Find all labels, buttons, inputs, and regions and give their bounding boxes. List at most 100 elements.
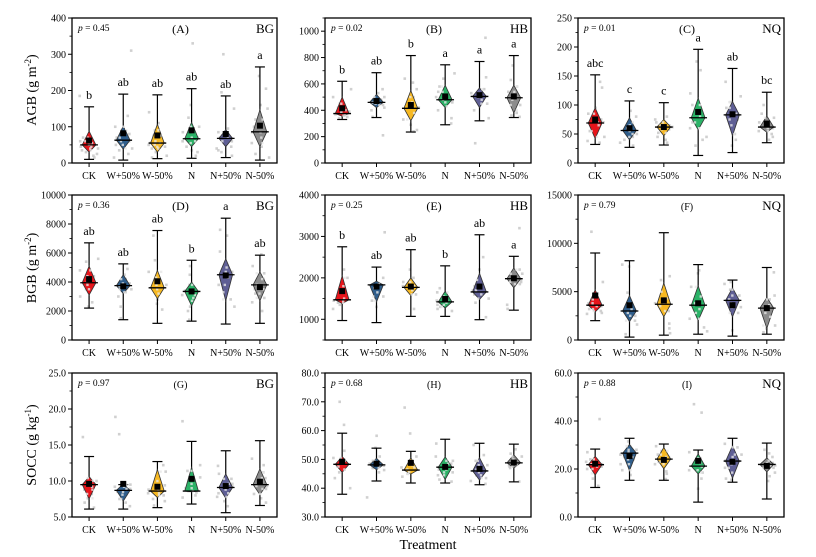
ylabel-bgb: BGB (g m-2) xyxy=(23,232,40,303)
mean-marker xyxy=(763,462,770,469)
y-tick-label: 20.0 xyxy=(49,405,67,416)
mean-marker xyxy=(407,102,414,108)
data-point xyxy=(337,471,341,474)
data-point-inner xyxy=(86,283,89,287)
diamond-box xyxy=(150,468,165,499)
p-value-label: p = 0.68 xyxy=(330,379,363,389)
mean-marker xyxy=(120,130,127,137)
data-point-inner xyxy=(440,85,444,88)
x-tick-label: N+50% xyxy=(210,525,241,536)
group-wplus50: ab xyxy=(114,245,133,321)
data-point xyxy=(114,143,118,147)
data-point xyxy=(254,152,257,156)
data-point-inner xyxy=(446,291,449,294)
data-point-inner xyxy=(190,299,194,303)
data-point xyxy=(338,400,341,404)
data-point xyxy=(702,326,706,329)
data-point-inner xyxy=(693,302,697,305)
data-point xyxy=(338,303,342,307)
data-point xyxy=(484,76,488,79)
data-point-inner xyxy=(340,110,343,113)
data-point xyxy=(128,487,132,491)
data-point-inner xyxy=(446,462,450,465)
data-point-inner xyxy=(476,297,480,300)
significance-letter: a xyxy=(477,43,483,57)
data-point-inner xyxy=(765,298,769,301)
data-point-inner xyxy=(662,463,665,466)
group-n: b xyxy=(180,241,201,322)
data-point xyxy=(151,497,155,501)
mean-marker xyxy=(188,288,195,295)
data-point xyxy=(453,72,456,75)
mean-marker xyxy=(695,457,702,464)
data-point xyxy=(412,130,415,133)
data-point xyxy=(772,271,776,274)
significance-letter: a xyxy=(511,237,517,251)
y-tick-label: 0 xyxy=(61,159,66,170)
data-point-inner xyxy=(122,125,125,128)
data-point xyxy=(215,147,218,150)
data-point xyxy=(771,135,775,139)
significance-letter: c xyxy=(627,82,632,96)
data-point-inner xyxy=(663,309,667,313)
data-point xyxy=(181,130,185,134)
panel-label: (C) xyxy=(679,22,695,36)
mean-marker xyxy=(729,111,736,118)
y-tick-label: 400 xyxy=(304,106,319,117)
data-point xyxy=(78,269,82,272)
mean-marker xyxy=(729,458,736,465)
data-point xyxy=(348,486,352,490)
data-point xyxy=(451,471,454,474)
y-tick-label: 40.0 xyxy=(302,484,320,495)
data-point xyxy=(382,295,385,298)
y-tick-label: 150 xyxy=(557,72,572,83)
data-point-inner xyxy=(373,95,376,99)
data-point xyxy=(377,471,381,474)
data-point xyxy=(629,109,632,113)
significance-letter: a xyxy=(443,46,449,60)
x-tick-label: W+50% xyxy=(107,171,140,182)
data-point xyxy=(223,499,226,503)
data-point-inner xyxy=(659,453,663,456)
data-point xyxy=(482,87,486,91)
data-point xyxy=(600,465,603,468)
data-point xyxy=(403,77,407,80)
mean-marker xyxy=(256,284,263,291)
data-point xyxy=(180,293,184,297)
data-point xyxy=(435,291,439,294)
data-point-inner xyxy=(227,492,230,495)
panel-a: 0 100 200 300 400 CK W+50% W-50% N N+50% N-50% p = … xyxy=(51,14,278,182)
data-point xyxy=(118,497,121,501)
data-point-inner xyxy=(221,140,224,143)
data-point xyxy=(188,264,192,268)
data-point-inner xyxy=(513,282,517,286)
data-point xyxy=(154,150,158,154)
data-point xyxy=(442,77,445,80)
data-point-inner xyxy=(440,305,443,309)
x-tick-label: W+50% xyxy=(360,348,393,359)
y-tick-label: 50.0 xyxy=(302,455,320,466)
data-point-inner xyxy=(153,143,156,147)
panel-label: (I) xyxy=(682,380,692,391)
y-tick-label: 2000 xyxy=(46,307,66,318)
x-tick-label: W+50% xyxy=(613,525,646,536)
x-tick-label: N-50% xyxy=(245,525,274,536)
data-point xyxy=(437,468,441,471)
data-point xyxy=(129,483,132,486)
site-label: HB xyxy=(510,198,528,213)
data-point xyxy=(484,315,488,319)
data-point xyxy=(371,459,375,463)
data-point xyxy=(484,476,488,480)
panel-f: 0 5000 10000 15000 CK W+50% W-50% N N+50% N-50% p … xyxy=(547,191,785,359)
y-tick-label: 5.0 xyxy=(54,513,67,524)
data-point xyxy=(773,324,777,327)
x-tick-label: N-50% xyxy=(245,348,274,359)
data-point xyxy=(217,491,220,495)
group-nminus50 xyxy=(504,443,524,483)
data-point xyxy=(591,477,595,480)
data-point-inner xyxy=(342,297,346,300)
mean-marker xyxy=(763,120,770,127)
data-point-inner xyxy=(731,446,734,449)
site-label: NQ xyxy=(762,198,781,213)
data-point xyxy=(586,139,589,143)
